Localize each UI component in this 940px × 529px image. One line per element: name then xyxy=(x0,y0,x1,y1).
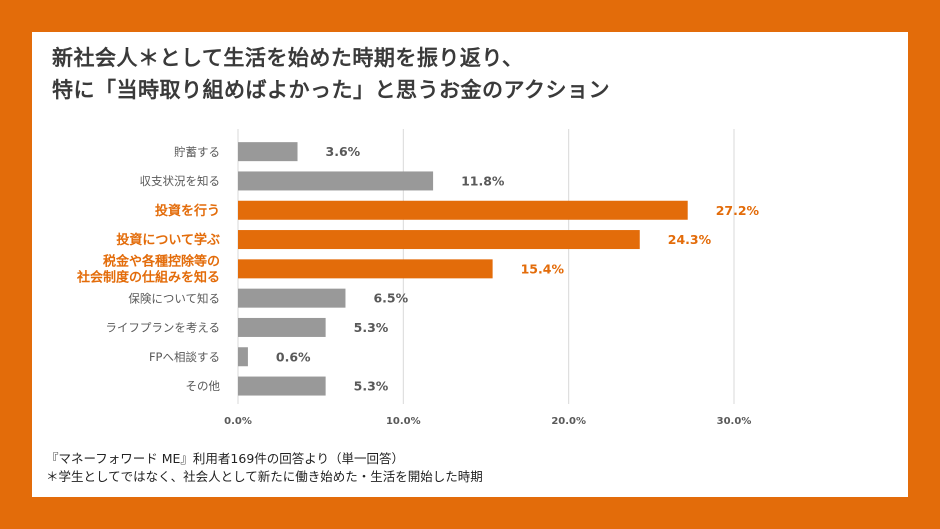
content-card: 新社会人＊として生活を始めた時期を振り返り、 特に「当時取り組めばよかった」と思… xyxy=(32,32,908,497)
bar xyxy=(238,376,326,396)
value-label: 6.5% xyxy=(373,291,408,306)
value-label: 0.6% xyxy=(276,349,311,364)
x-tick-label: 30.0% xyxy=(717,416,752,427)
bar xyxy=(238,259,493,279)
bar xyxy=(238,347,248,367)
footnote-source: 『マネーフォワード ME』利用者169件の回答より（単一回答） xyxy=(46,451,405,466)
category-label: 貯蓄する xyxy=(174,145,220,159)
title-line-2: 特に「当時取り組めばよかった」と思うお金のアクション xyxy=(52,78,610,102)
category-label: その他 xyxy=(186,379,221,393)
bar-chart: 0.0% 10.0% 20.0% 30.0% 貯蓄する 3.6% 収支状況を知る 11.8% 投… xyxy=(76,129,760,427)
category-label: ライフプランを考える xyxy=(105,321,220,335)
footnote: 『マネーフォワード ME』利用者169件の回答より（単一回答） ＊学生としてでは… xyxy=(46,450,483,486)
x-tick-label: 0.0% xyxy=(224,416,252,427)
value-label: 24.3% xyxy=(668,232,712,247)
bar xyxy=(238,200,688,220)
x-tick-label: 10.0% xyxy=(386,416,421,427)
x-tick-label: 20.0% xyxy=(551,416,586,427)
category-label: 保険について知る xyxy=(128,291,220,305)
value-label: 5.3% xyxy=(354,379,389,394)
bar xyxy=(238,317,326,337)
page-title: 新社会人＊として生活を始めた時期を振り返り、 特に「当時取り組めばよかった」と思… xyxy=(52,42,610,106)
value-label: 27.2% xyxy=(716,203,760,218)
value-label: 3.6% xyxy=(326,144,361,159)
value-label: 5.3% xyxy=(354,320,389,335)
category-label: FPへ相談する xyxy=(149,350,220,364)
bar xyxy=(238,288,346,308)
category-label: 収支状況を知る xyxy=(140,174,221,188)
bar xyxy=(238,230,640,250)
bar xyxy=(238,142,298,162)
category-label: 投資を行う xyxy=(155,203,220,219)
category-label: 社会制度の仕組みを知る xyxy=(76,270,220,286)
title-line-1: 新社会人＊として生活を始めた時期を振り返り、 xyxy=(52,46,524,70)
footnote-definition: ＊学生としてではなく、社会人として新たに働き始めた・生活を開始した時期 xyxy=(46,469,483,484)
value-label: 15.4% xyxy=(521,261,565,276)
value-label: 11.8% xyxy=(461,173,505,188)
bar xyxy=(238,171,434,191)
category-label: 投資について学ぶ xyxy=(116,232,220,248)
category-label: 税金や各種控除等の xyxy=(103,254,220,270)
